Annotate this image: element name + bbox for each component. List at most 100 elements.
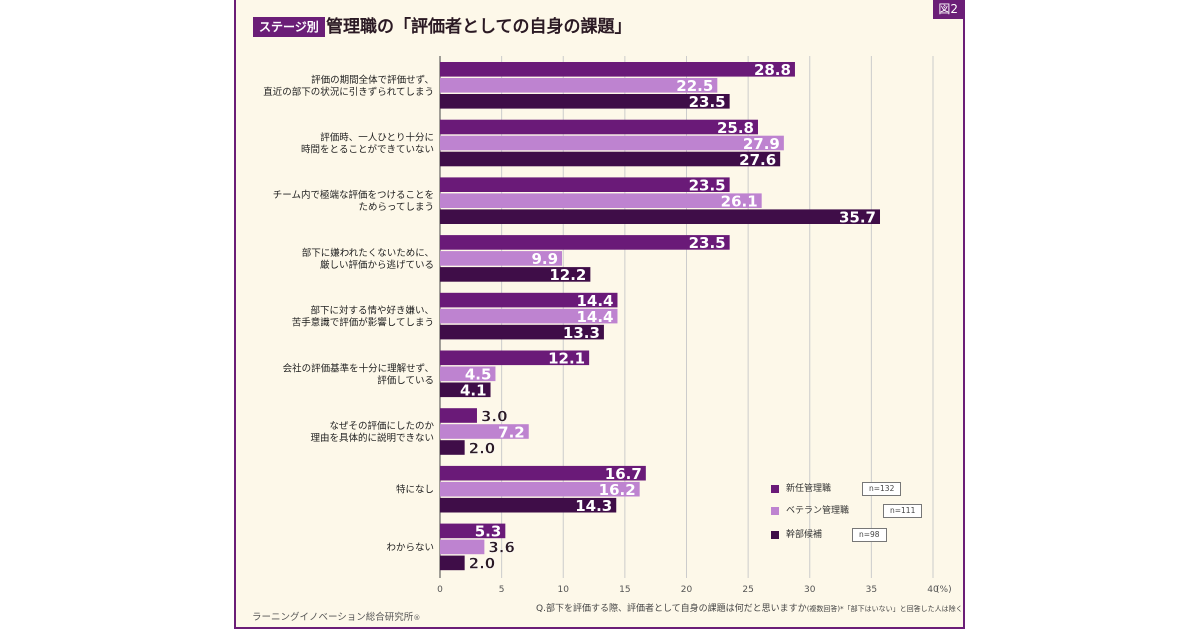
legend-swatch-new-manager (771, 485, 779, 493)
bar-value-label: 14.4 (576, 308, 613, 326)
bar (440, 251, 563, 266)
bar (440, 62, 795, 77)
bar (440, 523, 506, 539)
question-note: (複数回答)*「部下はいない」と回答した人は除く (806, 605, 963, 613)
category-label: なぜその評価にしたのか (329, 420, 434, 432)
category-label: 評価している (377, 374, 434, 386)
source-name: ラーニングイノベーション総合研究所 (252, 612, 414, 623)
x-tick-label: 35 (866, 585, 877, 595)
bar-value-label: 27.6 (739, 151, 776, 169)
legend-sample-size: n=111 (883, 504, 923, 518)
bar-value-label: 3.6 (488, 539, 515, 557)
x-axis-unit: (%) (936, 585, 952, 595)
category-label: 部下に嫌われたくないために、 (302, 247, 434, 259)
x-tick-label: 5 (499, 585, 505, 595)
bar (440, 177, 730, 192)
bar-value-label: 26.1 (721, 193, 758, 211)
bar-value-label: 27.9 (743, 135, 780, 153)
category-label: チーム内で極端な評価をつけることを (273, 189, 434, 201)
legend-swatch-veteran-manager (771, 507, 779, 515)
survey-question: Q.部下を評価する際、評価者として自身の課題は何だと思いますか(複数回答)*「部… (536, 601, 963, 614)
bar (440, 78, 718, 93)
source-credit: ラーニングイノベーション総合研究所® (252, 609, 420, 623)
bar (440, 366, 496, 382)
bar (440, 350, 590, 366)
category-label: 評価時、一人ひとり十分に (320, 132, 434, 144)
bar-value-label: 12.1 (548, 350, 585, 368)
bar (440, 135, 784, 151)
bar (440, 465, 646, 481)
bar-value-label: 13.3 (563, 324, 600, 342)
category-label: 特になし (396, 484, 434, 496)
bar-value-label: 9.9 (531, 250, 558, 268)
bar (440, 235, 730, 250)
category-label: ためらってしまう (358, 202, 434, 213)
category-label: 評価の期間全体で評価せず、 (311, 74, 434, 86)
bar-value-label: 14.4 (576, 292, 613, 310)
bar (440, 119, 758, 135)
stage-badge: ステージ別 (253, 17, 325, 37)
bar (440, 382, 491, 398)
bar (440, 539, 485, 555)
category-label: 直近の部下の状況に引きずられてしまう (263, 86, 434, 98)
x-tick-label: 0 (437, 585, 443, 595)
chart-title: 管理職の「評価者としての自身の課題」 (326, 17, 632, 37)
bar (440, 497, 617, 513)
bar (440, 555, 465, 571)
bar-value-label: 3.0 (481, 407, 508, 425)
bar (440, 267, 591, 282)
bar (440, 209, 881, 224)
bar (440, 308, 618, 324)
category-label: 理由を具体的に説明できない (310, 432, 434, 444)
x-tick-label: 40 (927, 585, 939, 595)
legend-sample-size: n=132 (862, 482, 902, 496)
legend-label: 幹部候補 (786, 530, 823, 540)
bar-value-label: 23.5 (689, 234, 726, 252)
bar-value-label: 22.5 (676, 77, 713, 95)
bar-value-label: 35.7 (839, 209, 876, 227)
bar (440, 193, 762, 208)
category-label: 厳しい評価から逃げている (320, 259, 434, 271)
bar (440, 481, 640, 497)
x-tick-label: 20 (681, 585, 693, 595)
bar (440, 424, 529, 439)
bar (440, 440, 465, 455)
bar (440, 151, 781, 167)
legend-label: 新任管理職 (786, 484, 832, 494)
bar-value-label: 4.1 (460, 382, 487, 400)
x-tick-label: 25 (742, 585, 753, 595)
bar-value-label: 16.2 (599, 481, 636, 499)
legend-label: ベテラン管理職 (786, 506, 850, 516)
bar-value-label: 23.5 (689, 177, 726, 195)
bar (440, 292, 618, 308)
figure-number-tag: 図2 (933, 0, 963, 19)
bar-chart: 0 5 10 15 20 25 30 35 40(%)28.822.523.5評価の期間全体で評… (263, 56, 952, 595)
category-label: 時間をとることができていない (301, 144, 434, 156)
bar-value-label: 2.0 (469, 555, 496, 573)
legend-swatch-executive-candidate (771, 531, 779, 539)
category-label: わからない (386, 542, 434, 553)
legend-sample-size: n=98 (852, 528, 887, 542)
bar-value-label: 14.3 (575, 497, 612, 515)
bar-value-label: 23.5 (689, 93, 726, 111)
category-label: 会社の評価基準を十分に理解せず、 (283, 362, 434, 374)
bar-value-label: 12.2 (549, 266, 586, 284)
bar (440, 94, 730, 109)
question-text: Q.部下を評価する際、評価者として自身の課題は何だと思いますか (536, 604, 807, 614)
registered-mark: ® (413, 614, 421, 622)
figure-card: 図2 ステージ別 管理職の「評価者としての自身の課題」 0 5 10 15 20 25 30… (234, 0, 965, 629)
bar (440, 408, 477, 423)
bar-value-label: 28.8 (754, 61, 791, 79)
category-label: 部下に対する情や好き嫌い、 (310, 305, 434, 317)
bar-value-label: 7.2 (498, 423, 525, 441)
x-tick-label: 15 (619, 585, 630, 595)
bar-value-label: 25.8 (717, 119, 754, 137)
bar-value-label: 4.5 (465, 366, 492, 384)
x-tick-label: 10 (558, 585, 570, 595)
bar-value-label: 16.7 (605, 465, 642, 483)
bar-value-label: 5.3 (475, 523, 502, 541)
bar (440, 324, 604, 340)
category-label: 苦手意識で評価が影響してしまう (292, 317, 434, 329)
x-tick-label: 30 (804, 585, 816, 595)
bar-value-label: 2.0 (469, 439, 496, 457)
